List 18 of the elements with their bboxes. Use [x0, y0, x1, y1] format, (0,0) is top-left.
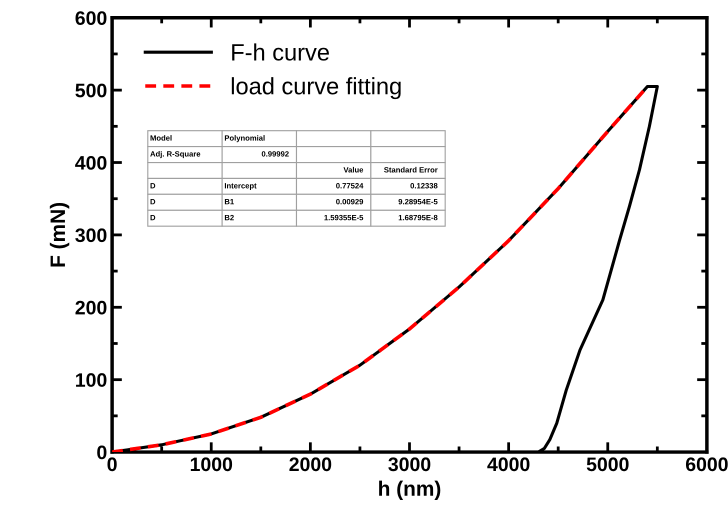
x-tick-label: 1000 [190, 457, 232, 472]
y-tick-label: 500 [75, 84, 106, 98]
y-tick-label: 0 [97, 446, 106, 460]
x-tick-label: 2000 [289, 457, 332, 472]
x-tick-label: 0 [107, 457, 117, 472]
y-axis-title: F (mN) [50, 202, 70, 266]
x-axis-title: h (nm) [379, 480, 440, 500]
x-tick-label: 4000 [487, 457, 530, 472]
y-tick-label: 600 [76, 11, 106, 25]
y-tick-label: 400 [75, 156, 106, 170]
x-tick-label: 3000 [388, 457, 430, 472]
legend-label: F-h curve [232, 43, 329, 61]
y-tick-label: 200 [75, 300, 106, 315]
y-tick-label: 300 [75, 228, 106, 242]
x-tick-label: 6000 [686, 457, 728, 472]
x-tick-label: 5000 [586, 457, 629, 472]
legend-label: load curve fitting [232, 77, 401, 100]
y-tick-label: 100 [76, 373, 106, 387]
